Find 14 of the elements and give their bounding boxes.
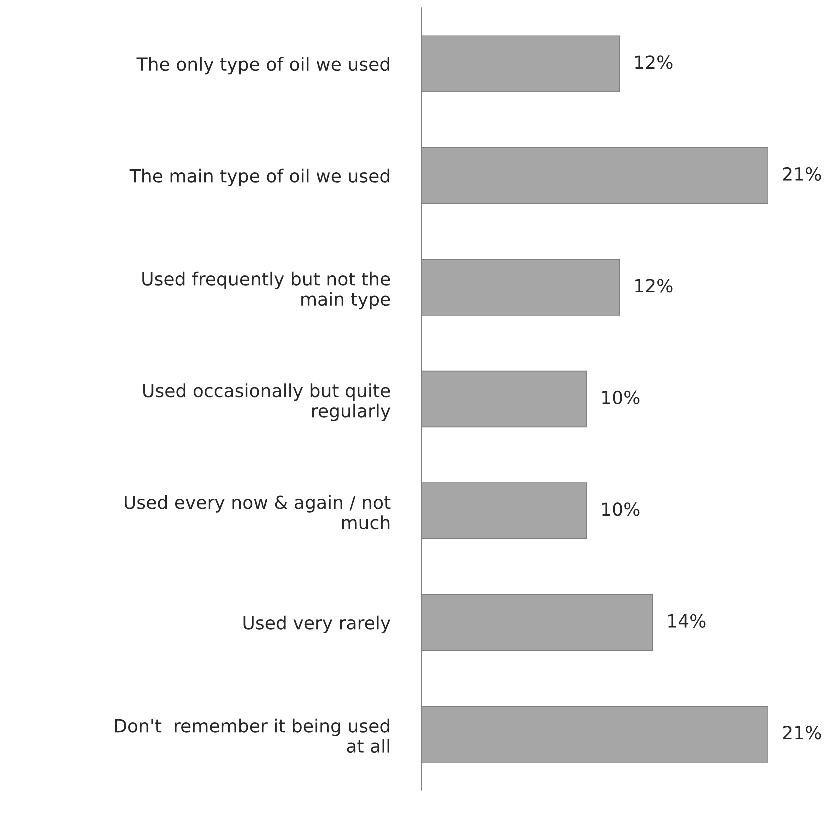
y-tick-label: Used frequently but not the main type	[142, 272, 390, 310]
data-label: 10%	[602, 502, 640, 516]
y-tick-label: Don't remember it being used at all	[115, 718, 390, 754]
data-label: 21%	[783, 726, 822, 740]
data-label: 12%	[636, 279, 673, 293]
data-label: 12%	[636, 56, 673, 70]
y-tick-label: Used very rarely	[244, 616, 391, 634]
y-tick-label: Used occasionally but quite regularly	[144, 384, 391, 422]
y-tick-label: The only type of oil we used	[136, 57, 390, 75]
data-label: 10%	[602, 390, 640, 404]
y-tick-label: The main type of oil we used	[130, 168, 390, 186]
data-label: 14%	[668, 614, 706, 628]
y-tick-label: Used every now & again / not much	[125, 495, 391, 530]
data-label: 21%	[783, 167, 822, 182]
